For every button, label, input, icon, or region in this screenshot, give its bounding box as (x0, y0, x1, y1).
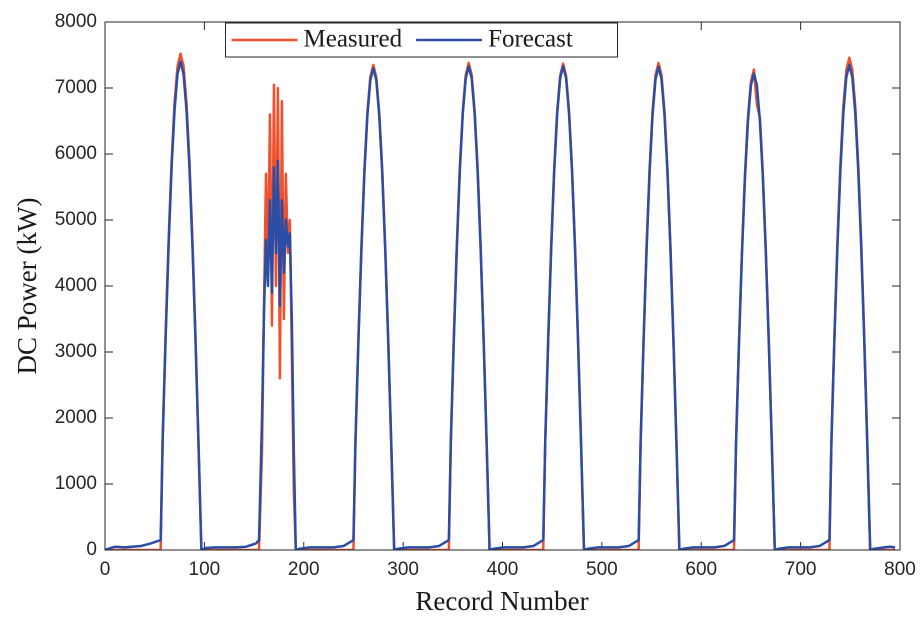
x-tick-label: 300 (387, 559, 419, 580)
axes-box (104, 21, 901, 551)
y-tick-label: 5000 (55, 209, 97, 230)
x-tick-label: 400 (487, 559, 519, 580)
x-tick-label: 600 (685, 559, 717, 580)
y-tick-label: 3000 (55, 341, 97, 362)
legend-label: Forecast (488, 26, 573, 53)
y-tick-label: 2000 (55, 407, 97, 428)
y-tick-label: 4000 (55, 275, 97, 296)
plot-area (105, 22, 900, 550)
y-tick-label: 1000 (55, 473, 97, 494)
x-tick-label: 0 (100, 559, 111, 580)
x-tick-label: 200 (288, 559, 320, 580)
y-tick-label: 6000 (55, 143, 97, 164)
legend-label: Measured (304, 26, 403, 53)
x-tick-label: 700 (785, 559, 817, 580)
x-axis-label: Record Number (415, 586, 588, 616)
x-tick-label: 500 (586, 559, 618, 580)
y-tick-label: 7000 (55, 77, 97, 98)
y-tick-label: 8000 (55, 11, 97, 32)
x-tick-label: 800 (884, 559, 916, 580)
y-tick-label: 0 (86, 539, 97, 560)
y-axis-label: DC Power (kW) (12, 198, 42, 375)
legend: Measured Forecast (225, 22, 618, 58)
x-tick-label: 100 (189, 559, 221, 580)
series-line (105, 60, 896, 550)
